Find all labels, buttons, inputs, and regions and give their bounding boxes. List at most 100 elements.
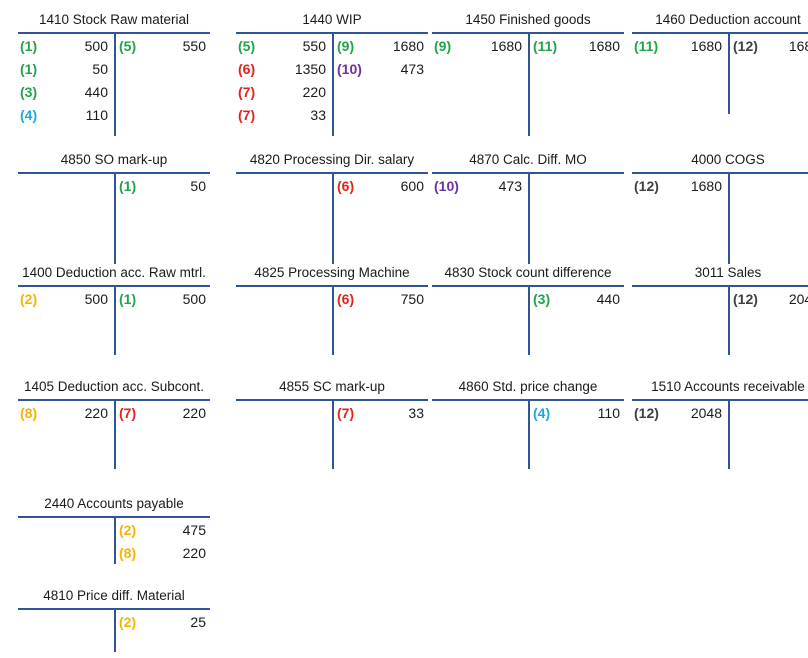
debit-entry: (7) 220 [236,82,330,102]
entry-amount: 500 [84,38,108,54]
entry-ref: (5) [238,38,256,54]
debit-entry: (5) 550 [236,36,330,56]
account-title: 4825 Processing Machine [254,265,410,280]
debit-entry: (9) 1680 [432,36,526,56]
entry-ref: (12) [733,291,758,307]
account-title: 2440 Accounts payable [44,496,184,511]
entry-ref: (10) [337,61,362,77]
account-title: 1450 Finished goods [465,12,591,27]
entry-amount: 2048 [788,291,808,307]
entry-amount: 1680 [690,178,722,194]
debit-entry: (12) 2048 [632,403,726,423]
entry-ref: (2) [119,522,137,538]
t-account-divider-line [728,285,730,355]
t-account-divider-line [528,399,530,469]
entry-amount: 50 [92,61,108,77]
entry-amount: 110 [597,405,620,421]
credit-entry: (2) 25 [117,612,210,632]
entry-amount: 220 [182,405,206,421]
entry-amount: 1680 [788,38,808,54]
credit-entry: (4) 110 [531,403,624,423]
entry-amount: 750 [400,291,424,307]
entry-ref: (6) [337,178,355,194]
entry-amount: 473 [498,178,522,194]
t-account-divider-line [114,516,116,564]
credit-entry: (12) 2048 [731,289,808,309]
debit-entry: (4) 110 [18,105,112,125]
entry-ref: (3) [533,291,551,307]
credit-entry: (11) 1680 [531,36,624,56]
entry-amount: 220 [182,545,206,561]
entry-ref: (12) [634,405,659,421]
t-account-divider-line [528,285,530,355]
debit-entry: (6) 1350 [236,59,330,79]
credit-entry: (7) 33 [335,403,428,423]
entry-ref: (11) [533,38,558,54]
t-account-divider-line [728,399,730,469]
entry-amount: 475 [182,522,206,538]
entry-ref: (9) [434,38,452,54]
entry-amount: 1680 [392,38,424,54]
account-title: 1460 Deduction account [655,12,801,27]
t-account-top-line [632,285,808,287]
entry-ref: (10) [434,178,459,194]
entry-amount: 220 [84,405,108,421]
credit-entry: (5) 550 [117,36,210,56]
account-title: 1400 Deduction acc. Raw mtrl. [22,265,206,280]
entry-ref: (1) [119,178,137,194]
entry-amount: 1350 [294,61,326,77]
entry-amount: 33 [408,405,424,421]
t-account-divider-line [728,172,730,264]
debit-entry: (2) 500 [18,289,112,309]
entry-amount: 1680 [490,38,522,54]
entry-ref: (1) [20,61,38,77]
credit-entry: (9) 1680 [335,36,428,56]
t-account-divider-line [114,172,116,264]
credit-entry: (8) 220 [117,543,210,563]
entry-ref: (6) [238,61,256,77]
entry-ref: (7) [119,405,137,421]
entry-amount: 500 [182,291,206,307]
entry-ref: (2) [119,614,137,630]
credit-entry: (6) 600 [335,176,428,196]
debit-entry: (1) 500 [18,36,112,56]
entry-amount: 440 [596,291,620,307]
debit-entry: (8) 220 [18,403,112,423]
t-account-divider-line [114,32,116,136]
t-account-divider-line [728,32,730,114]
entry-ref: (6) [337,291,355,307]
entry-ref: (7) [238,107,256,123]
t-account-top-line [632,32,808,34]
account-title: 3011 Sales [694,265,762,280]
debit-entry: (7) 33 [236,105,330,125]
t-account-divider-line [332,285,334,355]
entry-ref: (12) [634,178,659,194]
entry-amount: 110 [85,107,108,123]
entry-amount: 2048 [690,405,722,421]
entry-amount: 1680 [690,38,722,54]
account-title: 4860 Std. price change [458,379,598,394]
entry-ref: (1) [119,291,137,307]
account-title: 1405 Deduction acc. Subcont. [23,379,205,394]
debit-entry: (1) 50 [18,59,112,79]
entry-amount: 550 [302,38,326,54]
entry-ref: (8) [20,405,38,421]
t-account-divider-line [332,172,334,264]
t-account-divider-line [114,608,116,652]
t-account-divider-line [332,32,334,136]
entry-ref: (1) [20,38,38,54]
t-account-divider-line [114,399,116,469]
entry-amount: 50 [190,178,206,194]
t-account-divider-line [528,172,530,264]
debit-entry: (12) 1680 [632,176,726,196]
credit-entry: (3) 440 [531,289,624,309]
credit-entry: (1) 50 [117,176,210,196]
t-account-divider-line [114,285,116,355]
entry-ref: (9) [337,38,355,54]
entry-ref: (11) [634,38,659,54]
entry-amount: 500 [84,291,108,307]
credit-entry: (1) 500 [117,289,210,309]
account-title: 4820 Processing Dir. salary [249,152,415,167]
credit-entry: (7) 220 [117,403,210,423]
entry-ref: (8) [119,545,137,561]
